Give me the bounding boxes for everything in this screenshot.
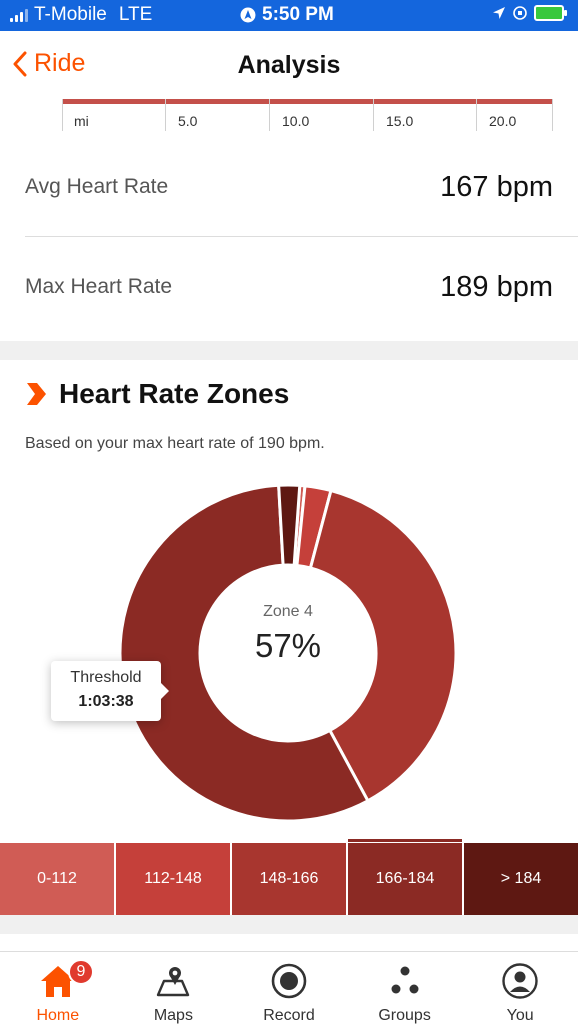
- chevron-left-icon: [13, 51, 27, 76]
- tab-bar: 9 Home Maps Record Groups You: [0, 951, 578, 1028]
- axis-tick: [62, 99, 63, 131]
- zones-donut-chart[interactable]: [118, 483, 458, 823]
- tab-you[interactable]: You: [462, 952, 578, 1028]
- zone-range-5[interactable]: > 184: [464, 843, 578, 915]
- tab-record[interactable]: Record: [231, 952, 347, 1028]
- location-arrow-icon: [493, 7, 505, 19]
- notification-badge: 9: [68, 959, 94, 985]
- network-label: LTE: [118, 4, 153, 25]
- tab-groups[interactable]: Groups: [347, 952, 463, 1028]
- axis-unit-label: mi: [74, 113, 89, 129]
- distance-axis: mi 5.0 10.0 15.0 20.0: [0, 99, 578, 131]
- donut-slice-zone-5[interactable]: [277, 483, 302, 567]
- signal-icon: [10, 8, 28, 22]
- clock: 5:50 PM: [240, 4, 334, 26]
- max-heart-rate-label: Max Heart Rate: [25, 275, 173, 298]
- zones-title: Heart Rate Zones: [59, 378, 290, 409]
- max-heart-rate-value: 189 bpm: [440, 270, 553, 303]
- zone-range-1[interactable]: 0-112: [0, 843, 116, 915]
- axis-tick: [269, 99, 270, 131]
- tab-home[interactable]: 9 Home: [0, 952, 116, 1028]
- tooltip-label: Threshold: [70, 669, 142, 686]
- home-icon: [38, 961, 78, 1001]
- zone-tooltip: Threshold 1:03:38: [51, 661, 169, 721]
- nav-bar: Ride Analysis: [0, 31, 578, 99]
- record-icon: [269, 961, 309, 1001]
- avg-heart-rate-row: Avg Heart Rate 167 bpm: [25, 137, 553, 237]
- selected-zone-label: Zone 4: [263, 603, 313, 620]
- axis-tick: [552, 99, 553, 131]
- axis-bar: [62, 99, 553, 104]
- axis-tick: [165, 99, 166, 131]
- axis-tick-label: 10.0: [282, 113, 310, 129]
- time-label: 5:50 PM: [262, 4, 334, 25]
- donut-center-label: Zone 4 57%: [118, 603, 458, 665]
- divider: [25, 236, 578, 237]
- tab-label: Record: [263, 1007, 315, 1024]
- axis-tick-label: 5.0: [178, 113, 198, 129]
- donut-slice-zone-4[interactable]: [118, 483, 370, 823]
- zone-range-3[interactable]: 148-166: [232, 843, 348, 915]
- back-button[interactable]: Ride: [12, 49, 85, 78]
- tooltip-value: 1:03:38: [78, 693, 134, 710]
- zones-subtitle: Based on your max heart rate of 190 bpm.: [25, 435, 325, 452]
- carrier-label: T-Mobile: [34, 4, 107, 25]
- axis-tick: [373, 99, 374, 131]
- zone-range-selector: 0-112 112-148 148-166 166-184 > 184: [0, 839, 578, 915]
- tab-label: You: [506, 1007, 534, 1024]
- tab-maps[interactable]: Maps: [116, 952, 232, 1028]
- zone-range-4[interactable]: 166-184: [348, 839, 464, 915]
- groups-icon: [385, 961, 425, 1001]
- axis-tick-label: 20.0: [489, 113, 517, 129]
- carrier-info: T-Mobile LTE: [10, 4, 152, 26]
- avg-heart-rate-value: 167 bpm: [440, 170, 553, 203]
- zones-header: Heart Rate Zones: [25, 378, 289, 410]
- axis-tick-label: 15.0: [386, 113, 414, 129]
- status-bar: T-Mobile LTE 5:50 PM: [0, 0, 578, 31]
- rotation-lock-icon: [513, 6, 527, 20]
- status-icons: [492, 5, 567, 21]
- section-separator: [0, 341, 578, 360]
- tab-label: Groups: [378, 1007, 431, 1024]
- profile-icon: [500, 961, 540, 1001]
- tab-label: Maps: [153, 1007, 193, 1024]
- avg-heart-rate-label: Avg Heart Rate: [25, 175, 169, 198]
- navigation-app-icon: [240, 7, 256, 23]
- page-title: Analysis: [237, 51, 341, 79]
- axis-tick: [476, 99, 477, 131]
- maps-icon: [153, 961, 193, 1001]
- chevron-right-brand-icon: [27, 383, 46, 405]
- section-separator: [0, 915, 578, 934]
- battery-icon: [534, 5, 567, 21]
- selected-zone-percent: 57%: [254, 627, 322, 664]
- tab-label: Home: [36, 1007, 80, 1024]
- max-heart-rate-row: Max Heart Rate 189 bpm: [25, 237, 553, 337]
- zone-range-2[interactable]: 112-148: [116, 843, 232, 915]
- donut-slice-zone-3[interactable]: [308, 488, 458, 803]
- back-label: Ride: [34, 49, 86, 77]
